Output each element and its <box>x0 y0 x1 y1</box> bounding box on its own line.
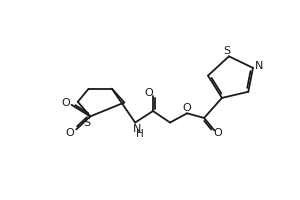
Text: N: N <box>255 61 263 71</box>
Text: S: S <box>223 46 230 56</box>
Text: O: O <box>61 98 70 108</box>
Text: H: H <box>136 129 144 139</box>
Text: O: O <box>214 128 223 138</box>
Text: O: O <box>182 103 191 113</box>
Text: O: O <box>145 88 154 98</box>
Text: O: O <box>66 128 74 138</box>
Text: S: S <box>83 118 90 128</box>
Text: N: N <box>133 124 141 134</box>
